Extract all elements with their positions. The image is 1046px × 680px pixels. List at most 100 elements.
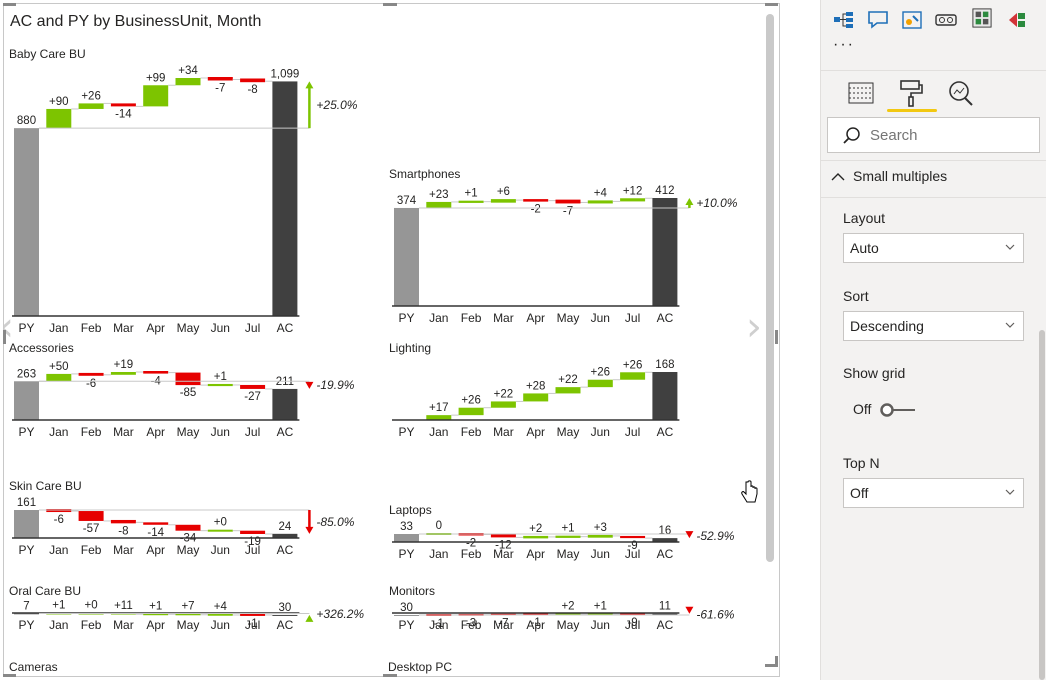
tick-label: AC bbox=[657, 547, 674, 561]
resize-handle-right[interactable] bbox=[775, 330, 778, 344]
data-label: +1 bbox=[594, 600, 607, 612]
waterfall-bar bbox=[620, 613, 646, 615]
tick-label: PY bbox=[18, 321, 34, 335]
tick-label: Feb bbox=[81, 425, 102, 439]
waterfall-bar bbox=[620, 372, 646, 380]
tick-label: PY bbox=[398, 311, 414, 325]
waterfall-bar bbox=[652, 613, 678, 615]
key-influencers-icon[interactable] bbox=[901, 10, 923, 30]
chart-laptops[interactable]: Laptops33PY0Jan-2Feb-12Mar+2Apr+1May+3Ju… bbox=[384, 500, 764, 570]
tab-analytics-icon[interactable] bbox=[943, 77, 979, 109]
chart-skin-care[interactable]: Skin Care BU 161 PY -6 Jan -57 Feb -8 Mar -14 Apr -… bbox=[4, 476, 384, 566]
decomposition-tree-icon[interactable] bbox=[833, 10, 855, 30]
chart-lighting[interactable]: Lighting PY +17 Jan +26 Feb +22 Mar +28 Apr +22 May… bbox=[384, 338, 764, 448]
data-label: 263 bbox=[17, 368, 36, 380]
visual-scrollbar[interactable] bbox=[766, 14, 774, 562]
tick-label: Mar bbox=[113, 321, 134, 335]
resize-handle-corner-br-v[interactable] bbox=[775, 656, 778, 667]
resize-handle-corner-bl[interactable] bbox=[3, 674, 16, 677]
toggle-switch-icon bbox=[880, 403, 915, 417]
partial-title-desktop-pc: Desktop PC bbox=[388, 660, 453, 674]
data-label: +2 bbox=[529, 523, 542, 535]
show-grid-label: Show grid bbox=[843, 365, 906, 381]
waterfall-bar bbox=[272, 388, 298, 420]
data-label: +1 bbox=[149, 600, 162, 612]
waterfall-bar bbox=[490, 534, 516, 538]
data-label: +0 bbox=[85, 600, 98, 612]
resize-handle-corner-tl[interactable] bbox=[3, 3, 16, 6]
sort-dropdown[interactable]: Descending bbox=[843, 311, 1024, 341]
chart-baby-care[interactable]: Baby Care BU 880 PY +90 Jan +26 Feb -14 Mar +99 Ap… bbox=[4, 44, 384, 344]
data-label: +1 bbox=[561, 523, 574, 535]
more-visuals-button[interactable]: ··· bbox=[833, 36, 855, 53]
show-grid-toggle[interactable]: Off bbox=[853, 400, 973, 420]
small-multiple-title: Oral Care BU bbox=[9, 584, 81, 598]
smart-narrative-icon[interactable] bbox=[935, 10, 957, 30]
tick-label: Mar bbox=[493, 425, 514, 439]
tick-label: Apr bbox=[146, 425, 165, 439]
tick-label: Mar bbox=[113, 425, 134, 439]
tick-label: PY bbox=[398, 425, 414, 439]
tick-label: Jan bbox=[49, 618, 68, 632]
layout-dropdown[interactable]: Auto bbox=[843, 233, 1024, 263]
resize-handle-left[interactable] bbox=[3, 330, 6, 344]
tab-format-paint-roller-icon[interactable] bbox=[893, 77, 929, 109]
layout-label: Layout bbox=[843, 210, 886, 226]
resize-handle-corner-tr[interactable] bbox=[765, 3, 778, 6]
tick-label: AC bbox=[657, 425, 674, 439]
data-label: 374 bbox=[397, 195, 417, 207]
tick-label: Jan bbox=[429, 425, 448, 439]
tick-label: Jun bbox=[591, 425, 610, 439]
matrix-visual-icon[interactable] bbox=[971, 8, 993, 28]
small-multiple-title: Smartphones bbox=[389, 167, 460, 181]
topn-dropdown[interactable]: Off bbox=[843, 478, 1024, 508]
chart-smartphones[interactable]: Smartphones 374 PY +23 Jan +1 Feb +6 Mar -2 Apr -7 M… bbox=[384, 164, 764, 334]
tick-label: PY bbox=[398, 547, 414, 561]
visual-title: AC and PY by BusinessUnit, Month bbox=[10, 13, 262, 30]
tick-label: Feb bbox=[461, 425, 482, 439]
data-label: -7 bbox=[563, 205, 573, 217]
variance-arrow-head bbox=[685, 531, 694, 539]
tick-label: PY bbox=[18, 543, 34, 557]
qa-visual-icon[interactable] bbox=[867, 10, 889, 30]
data-label: -1 bbox=[434, 618, 444, 630]
tab-fields-icon[interactable] bbox=[843, 77, 879, 109]
custom-visual-icon[interactable] bbox=[1007, 10, 1029, 30]
data-label: +6 bbox=[497, 186, 510, 198]
tick-label: May bbox=[557, 547, 580, 561]
visual-container[interactable]: AC and PY by BusinessUnit, Month Baby Ca… bbox=[3, 3, 780, 677]
waterfall-bar bbox=[240, 614, 266, 616]
section-small-multiples[interactable]: Small multiples bbox=[821, 160, 1046, 198]
chart-oral-care[interactable]: Oral Care BU 7 PY +1 Jan +0 Feb +11 Mar +1 Apr +7 Ma… bbox=[4, 581, 384, 641]
resize-handle-corner-br[interactable] bbox=[765, 664, 778, 667]
waterfall-bar bbox=[272, 614, 298, 616]
waterfall-bar bbox=[587, 379, 613, 388]
chart-accessories[interactable]: Accessories263PY+50Jan-6Feb+19Mar-4Apr-8… bbox=[4, 338, 384, 448]
pane-scrollbar[interactable] bbox=[1039, 330, 1045, 680]
page-prev-arrow[interactable]: ‹ bbox=[4, 304, 14, 350]
waterfall-bar bbox=[394, 534, 419, 542]
data-label: +22 bbox=[558, 374, 578, 386]
waterfall-bar bbox=[587, 613, 613, 616]
data-label: +26 bbox=[623, 359, 643, 371]
data-label: +90 bbox=[49, 96, 69, 108]
tick-label: Apr bbox=[146, 618, 165, 632]
variance-arrow-head bbox=[685, 606, 694, 614]
tick-label: Feb bbox=[461, 311, 482, 325]
data-label: +7 bbox=[181, 601, 194, 613]
search-input[interactable] bbox=[868, 126, 1032, 145]
tick-label: Mar bbox=[493, 547, 514, 561]
tick-label: Jan bbox=[49, 321, 68, 335]
data-label: 412 bbox=[655, 185, 674, 197]
pane-search-box[interactable] bbox=[827, 117, 1040, 153]
data-label: +0 bbox=[214, 517, 227, 529]
resize-handle-top[interactable] bbox=[383, 3, 397, 6]
tick-label: AC bbox=[657, 311, 674, 325]
tick-label: Jan bbox=[429, 547, 448, 561]
data-label: +3 bbox=[594, 522, 607, 534]
page-next-arrow[interactable]: › bbox=[746, 304, 762, 350]
waterfall-bar bbox=[490, 401, 516, 408]
resize-handle-bottom[interactable] bbox=[383, 674, 397, 677]
tick-label: May bbox=[557, 618, 580, 632]
